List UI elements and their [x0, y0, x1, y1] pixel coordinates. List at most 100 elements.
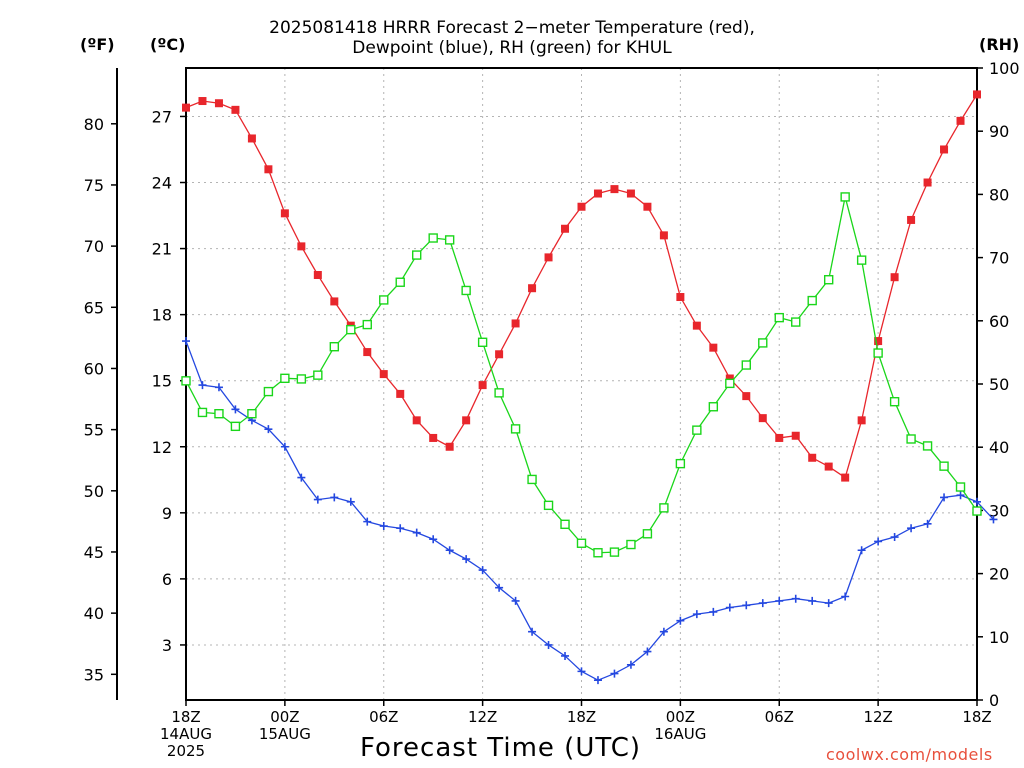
fahrenheit-tick-label: 35 — [84, 665, 104, 684]
rh-point — [626, 539, 636, 550]
celsius-tick-label: 12 — [152, 438, 172, 457]
x-tick-label: 06Z — [369, 708, 398, 726]
fahrenheit-tick-label: 70 — [84, 237, 104, 256]
x-tick-label: 16AUG — [654, 725, 706, 743]
tick-labels: 3 6 9 12 15 18 21 24 27 35 40 45 50 55 60 65 70 75 80 0 10 20… — [84, 59, 1020, 760]
celsius-tick-label: 27 — [152, 107, 172, 126]
credit-text: coolwx.com/models — [826, 745, 993, 764]
rh-point — [329, 342, 340, 352]
dewpoint-line — [185, 340, 994, 681]
temperature-point — [659, 231, 668, 240]
dewpoint-point — [429, 535, 438, 544]
temperature-point — [182, 103, 190, 112]
rh-point — [659, 503, 669, 513]
rh-point — [955, 482, 966, 492]
x-tick-label: 18Z — [567, 708, 596, 726]
rh-point — [708, 402, 719, 412]
x-tick-label: 2025 — [167, 742, 205, 760]
dewpoint-point — [544, 640, 553, 649]
fahrenheit-tick-label: 50 — [84, 482, 104, 501]
rh-tick-label: 100 — [989, 59, 1020, 78]
temperature-point — [610, 185, 619, 194]
dewpoint-point — [824, 599, 833, 608]
temperature-point — [544, 253, 553, 262]
dewpoint-point — [659, 627, 668, 636]
rh-point — [791, 317, 801, 327]
temperature-point — [709, 343, 718, 352]
temperature-point — [379, 370, 388, 379]
rh-tick-label: 40 — [989, 438, 1009, 457]
x-tick-label: 12Z — [863, 708, 892, 726]
temperature-point — [676, 293, 685, 302]
celsius-tick-label: 15 — [152, 372, 172, 391]
temperature-point — [478, 381, 487, 390]
dewpoint-point — [808, 596, 817, 605]
dewpoint-point — [462, 555, 471, 564]
temperature-point — [841, 473, 850, 482]
temperature-point — [264, 165, 273, 174]
chart-title-line-2: Dewpoint (blue), RH (green) for KHUL — [352, 38, 672, 58]
rh-point — [889, 396, 900, 407]
dewpoint-point — [874, 537, 883, 546]
rh-point — [395, 277, 405, 287]
dewpoint-point — [231, 405, 240, 414]
temperature-point — [956, 116, 965, 125]
rh-point — [461, 285, 471, 296]
rh-tick-label: 70 — [989, 249, 1009, 268]
rh-point — [412, 250, 422, 260]
temperature-point — [808, 453, 817, 462]
dewpoint-point — [692, 610, 701, 619]
dewpoint-point — [907, 524, 916, 533]
rh-point — [444, 235, 455, 245]
dewpoint-point — [363, 517, 372, 526]
rh-point — [873, 348, 883, 358]
dewpoint-point — [511, 596, 520, 605]
celsius-tick-label: 9 — [162, 504, 172, 523]
rh-point — [362, 319, 372, 330]
rh-point — [642, 529, 653, 539]
dewpoint-point — [495, 583, 504, 592]
temperature-point — [824, 462, 833, 471]
x-tick-label: 14AUG — [160, 725, 212, 743]
dewpoint-point — [182, 337, 190, 346]
rh-point — [725, 378, 735, 389]
temperature-point — [791, 431, 800, 440]
rh-point — [527, 474, 537, 485]
temperature-point — [890, 273, 899, 282]
temperature-point — [528, 284, 537, 293]
rh-point — [197, 407, 208, 418]
dewpoint-point — [973, 497, 981, 506]
dewpoint-point — [412, 528, 421, 537]
dewpoint-point — [297, 473, 306, 482]
temperature-point — [214, 99, 223, 108]
dewpoint-point — [725, 603, 734, 612]
rh-point — [296, 374, 307, 384]
temperature-point — [626, 189, 635, 198]
rh-point — [247, 409, 257, 419]
temperature-point — [577, 202, 586, 211]
celsius-tick-label: 18 — [152, 306, 172, 325]
temperature-point — [313, 270, 322, 279]
rh-point — [922, 441, 933, 451]
rh-point — [428, 233, 438, 243]
x-tick-label: 06Z — [765, 708, 794, 726]
temperature-point — [462, 416, 471, 425]
dewpoint-point — [214, 383, 223, 392]
series — [181, 90, 998, 685]
dewpoint-point — [198, 381, 207, 390]
celsius-tick-label: 21 — [152, 240, 172, 259]
fahrenheit-tick-label: 45 — [84, 543, 104, 562]
temperature-point — [973, 90, 981, 99]
temperature-point — [923, 178, 932, 187]
rh-point — [675, 458, 686, 469]
dewpoint-point — [264, 425, 273, 434]
fahrenheit-tick-label: 60 — [84, 359, 104, 378]
celsius-tick-label: 24 — [152, 174, 172, 193]
rh-tick-label: 10 — [989, 628, 1009, 647]
rh-point — [230, 421, 241, 432]
rh-tick-label: 0 — [989, 691, 999, 710]
temperature-point — [247, 134, 256, 143]
dewpoint-point — [676, 616, 685, 625]
temperature-point — [643, 202, 652, 211]
